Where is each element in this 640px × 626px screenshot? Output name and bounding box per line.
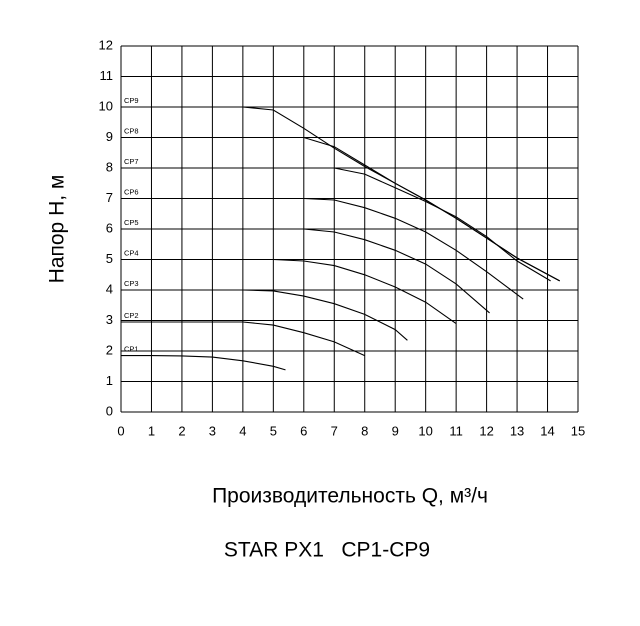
y-tick-label: 9 (106, 129, 113, 144)
y-axis-label: Напор H, м (46, 175, 69, 284)
x-tick-label: 2 (178, 423, 185, 438)
x-axis-label: Производительность Q, м³/ч (212, 485, 488, 508)
curve (121, 258, 457, 325)
x-tick-label: 1 (148, 423, 155, 438)
x-tick-label: 7 (331, 423, 338, 438)
series-label: CP6 (124, 187, 139, 196)
y-tick-label: 7 (106, 190, 113, 205)
curve (121, 167, 551, 282)
curve (121, 228, 490, 314)
x-tick-label: 13 (510, 423, 524, 438)
chart-title: STAR PX1 CP1-CP9 (224, 539, 430, 562)
y-tick-label: 8 (106, 159, 113, 174)
y-tick-label: 4 (106, 281, 113, 296)
y-tick-label: 0 (106, 403, 113, 418)
x-tick-label: 8 (361, 423, 368, 438)
curve (121, 197, 524, 300)
x-tick-label: 6 (300, 423, 307, 438)
series-label: CP5 (124, 218, 139, 227)
series-label: CP7 (124, 157, 139, 166)
y-tick-label: 3 (106, 312, 113, 327)
curve (121, 289, 408, 341)
series-label: CP2 (124, 311, 139, 320)
x-tick-label: 9 (392, 423, 399, 438)
series-label: CP1 (124, 345, 139, 354)
x-tick-label: 5 (270, 423, 277, 438)
x-tick-label: 15 (571, 423, 585, 438)
y-tick-label: 12 (99, 37, 113, 52)
series-label: CP3 (124, 279, 139, 288)
curve (121, 106, 560, 282)
y-tick-label: 1 (106, 373, 113, 388)
x-tick-label: 11 (449, 423, 463, 438)
x-tick-label: 12 (479, 423, 493, 438)
y-tick-label: 11 (100, 68, 114, 83)
y-tick-label: 6 (106, 220, 113, 235)
x-tick-label: 4 (239, 423, 246, 438)
curve (121, 355, 286, 371)
x-tick-label: 10 (418, 423, 432, 438)
curve (121, 321, 365, 357)
y-tick-label: 5 (106, 251, 113, 266)
series-label: CP9 (124, 96, 139, 105)
x-tick-label: 0 (117, 423, 124, 438)
series-label: CP8 (124, 126, 139, 135)
y-tick-label: 2 (106, 342, 113, 357)
x-tick-label: 14 (540, 423, 554, 438)
y-tick-label: 10 (99, 98, 113, 113)
x-tick-label: 3 (209, 423, 216, 438)
series-label: CP4 (124, 248, 139, 257)
